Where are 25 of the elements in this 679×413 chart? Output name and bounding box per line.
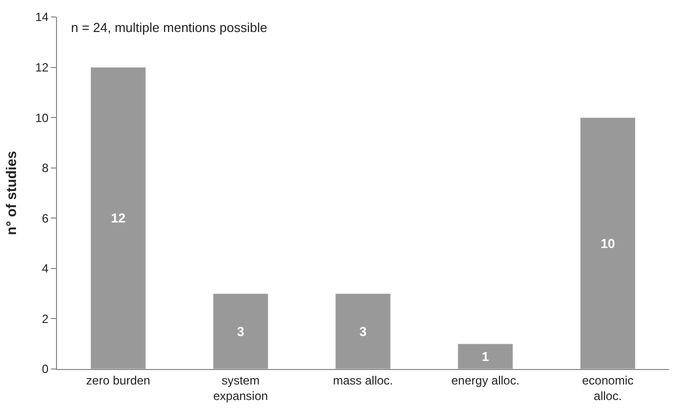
x-tick-label: mass alloc. — [332, 373, 394, 388]
bar — [90, 67, 146, 369]
data-label: 3 — [236, 324, 244, 339]
y-tick-label: 14 — [35, 10, 49, 24]
data-label: 1 — [482, 348, 490, 364]
y-tick-label: 8 — [42, 161, 49, 176]
x-tick-label: energy alloc. — [451, 373, 520, 388]
y-tick-label: 12 — [35, 60, 49, 74]
data-label: 3 — [359, 324, 367, 339]
bar — [458, 344, 514, 369]
x-tick-label: zero burden — [86, 373, 150, 388]
y-tick-label: 4 — [42, 262, 49, 276]
y-tick-label: 6 — [42, 211, 49, 226]
x-tick-label: economic alloc. — [582, 373, 634, 403]
y-axis-title: n° of studies — [2, 150, 19, 236]
x-tick-label: system expansion — [213, 373, 268, 403]
bar — [212, 293, 268, 369]
data-label: 10 — [600, 236, 616, 251]
y-tick-label: 0 — [42, 362, 49, 376]
bar — [335, 293, 391, 369]
data-label: 12 — [110, 210, 126, 226]
y-tick-label: 10 — [35, 110, 49, 125]
y-tick-label: 2 — [42, 312, 49, 326]
annotation: n = 24, multiple mentions possible — [71, 20, 268, 35]
bar — [580, 117, 636, 369]
